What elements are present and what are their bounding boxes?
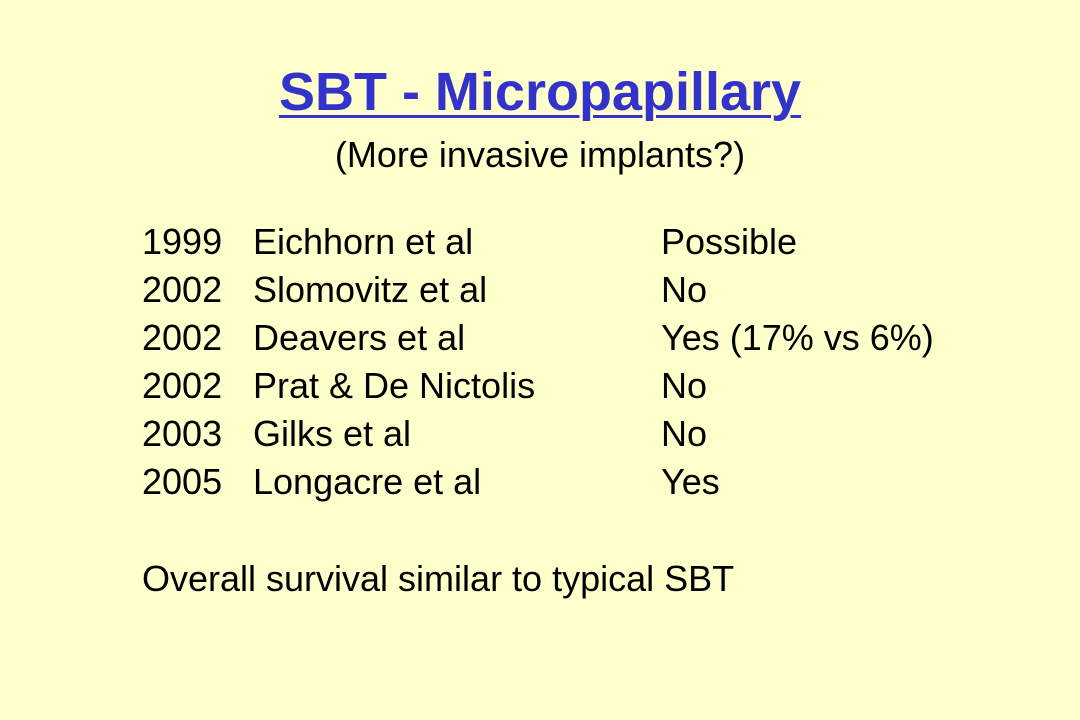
study-result: No — [661, 413, 708, 454]
study-result: No — [661, 365, 708, 406]
study-author: Slomovitz et al — [253, 269, 488, 310]
study-author: Longacre et al — [253, 461, 482, 502]
study-row: 1999 Eichhorn et al Possible — [142, 220, 1042, 268]
study-result: Yes (17% vs 6%) — [661, 317, 934, 358]
conclusion-text: Overall survival similar to typical SBT — [142, 558, 735, 599]
study-year: 2002 — [142, 317, 223, 358]
slide-subtitle: (More invasive implants?) — [334, 134, 746, 175]
study-year: 2003 — [142, 413, 223, 454]
study-year: 2002 — [142, 365, 223, 406]
slide-title: SBT - Micropapillary — [278, 62, 802, 122]
study-result: No — [661, 269, 708, 310]
study-year: 2002 — [142, 269, 223, 310]
study-row: 2005 Longacre et al Yes — [142, 460, 1042, 508]
study-year: 1999 — [142, 221, 223, 262]
study-year: 2005 — [142, 461, 223, 502]
study-row: 2002 Deavers et al Yes (17% vs 6%) — [142, 316, 1042, 364]
study-row: 2002 Slomovitz et al No — [142, 268, 1042, 316]
study-author: Deavers et al — [253, 317, 466, 358]
study-row: 2003 Gilks et al No — [142, 412, 1042, 460]
study-author: Prat & De Nictolis — [253, 365, 536, 406]
study-list: 1999 Eichhorn et al Possible 2002 Slomov… — [142, 220, 1042, 508]
study-result: Possible — [661, 221, 798, 262]
study-row: 2002 Prat & De Nictolis No — [142, 364, 1042, 412]
study-result: Yes — [661, 461, 720, 502]
study-author: Gilks et al — [253, 413, 412, 454]
study-author: Eichhorn et al — [253, 221, 474, 262]
